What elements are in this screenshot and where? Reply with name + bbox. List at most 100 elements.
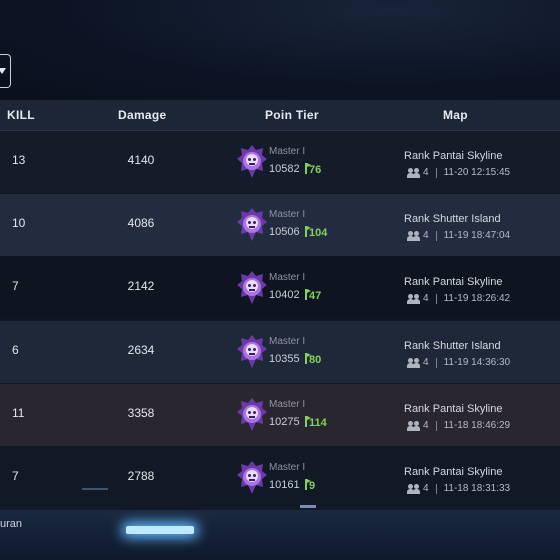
player-count: 4: [423, 483, 429, 494]
tier-points: 10402: [269, 289, 300, 301]
table-row[interactable]: 7 2142 Master I 10402 47 Rank Pantai Skyline 4…: [0, 257, 560, 319]
chevron-down-icon: [0, 68, 6, 74]
kill-count: 6: [12, 343, 19, 357]
kill-count: 7: [12, 469, 19, 483]
flag-icon: [305, 163, 311, 174]
kill-count: 10: [12, 216, 26, 230]
footer-decoration: [300, 505, 316, 508]
map-name: Rank Pantai Skyline: [404, 466, 503, 478]
tier-delta: 9: [305, 479, 315, 492]
damage-value: 4086: [127, 216, 155, 230]
master-tier-icon: [236, 207, 268, 243]
map-meta: 4 11-19 18:26:42: [407, 293, 510, 304]
tier-points: 10161: [269, 479, 300, 491]
kill-count: 7: [12, 279, 19, 293]
map-name: Rank Shutter Island: [404, 340, 501, 352]
table-header: KILL Damage Poin Tier Map: [0, 100, 560, 131]
flag-icon: [305, 479, 311, 490]
footer-decoration: [82, 488, 108, 490]
filter-dropdown[interactable]: [0, 54, 11, 88]
tier-name: Master I: [269, 146, 306, 157]
delta-value: 114: [309, 417, 327, 429]
tier-delta: 104: [305, 226, 327, 239]
player-count: 4: [423, 420, 429, 431]
master-tier-icon: [236, 144, 268, 180]
divider: [435, 357, 437, 368]
delta-value: 47: [309, 290, 322, 302]
tier-points: 10275: [269, 416, 300, 428]
divider: [435, 293, 437, 304]
table-row[interactable]: 7 2788 Master I 10161 9 Rank Pantai Skyline 4 1…: [0, 447, 560, 509]
flag-icon: [305, 416, 311, 427]
tier-delta: 114: [305, 416, 327, 429]
map-name: Rank Pantai Skyline: [404, 276, 503, 288]
master-tier-icon: [236, 397, 268, 433]
tier-delta: 76: [305, 163, 321, 176]
tier-name: Master I: [269, 336, 306, 347]
player-count: 4: [423, 167, 429, 178]
tier-points: 10582: [269, 163, 300, 175]
tier-name: Master I: [269, 462, 306, 473]
flag-icon: [305, 353, 311, 364]
team-icon: [407, 167, 420, 178]
divider: [435, 483, 437, 494]
footer-text: uran: [0, 518, 23, 530]
damage-value: 4140: [127, 153, 155, 167]
tier-delta: 47: [305, 289, 321, 302]
team-icon: [407, 230, 420, 241]
delta-value: 80: [309, 354, 322, 366]
table-row[interactable]: 6 2634 Master I 10355 80 Rank Shutter Island 4…: [0, 321, 560, 383]
match-time: 11-20 12:15:45: [443, 167, 511, 178]
map-meta: 4 11-19 18:47:04: [407, 230, 510, 241]
map-name: Rank Pantai Skyline: [404, 150, 503, 162]
header-damage: Damage: [118, 108, 167, 122]
match-time: 11-18 18:46:29: [443, 420, 511, 431]
match-time: 11-19 14:36:30: [443, 357, 511, 368]
match-time: 11-18 18:31:33: [443, 483, 511, 494]
player-count: 4: [423, 293, 429, 304]
table-row[interactable]: 10 4086 Master I 10506 104 Rank Shutter Islan…: [0, 194, 560, 256]
team-icon: [407, 483, 420, 494]
delta-value: 76: [309, 164, 322, 176]
divider: [435, 230, 437, 241]
tier-delta: 80: [305, 353, 321, 366]
match-time: 11-19 18:26:42: [443, 293, 511, 304]
team-icon: [407, 293, 420, 304]
delta-value: 9: [309, 480, 316, 492]
map-meta: 4 11-18 18:46:29: [407, 420, 510, 431]
damage-value: 2788: [127, 469, 155, 483]
master-tier-icon: [236, 334, 268, 370]
match-time: 11-19 18:47:04: [443, 230, 511, 241]
player-count: 4: [423, 357, 429, 368]
damage-value: 3358: [127, 406, 155, 420]
damage-value: 2142: [127, 279, 155, 293]
divider: [435, 420, 437, 431]
divider: [435, 167, 437, 178]
damage-value: 2634: [127, 343, 155, 357]
map-name: Rank Shutter Island: [404, 213, 501, 225]
tier-points: 10355: [269, 353, 300, 365]
kill-count: 13: [12, 153, 26, 167]
header-kill: KILL: [7, 108, 35, 122]
tier-name: Master I: [269, 272, 306, 283]
flag-icon: [305, 226, 311, 237]
map-meta: 4 11-20 12:15:45: [407, 167, 510, 178]
player-count: 4: [423, 230, 429, 241]
top-bar: [0, 0, 560, 100]
team-icon: [407, 357, 420, 368]
header-map: Map: [443, 108, 468, 122]
map-meta: 4 11-18 18:31:33: [407, 483, 510, 494]
team-icon: [407, 420, 420, 431]
delta-value: 104: [309, 227, 328, 239]
table-row[interactable]: 13 4140 Master I 10582 76 Rank Pantai Skyline…: [0, 131, 560, 193]
map-meta: 4 11-19 14:36:30: [407, 357, 510, 368]
kill-count: 11: [12, 406, 25, 420]
footer-bar: [0, 510, 560, 560]
header-tier: Poin Tier: [265, 108, 319, 122]
master-tier-icon: [236, 460, 268, 496]
tier-name: Master I: [269, 399, 306, 410]
master-tier-icon: [236, 270, 268, 306]
table-row[interactable]: 11 3358 Master I 10275 114 Rank Pantai Skylin…: [0, 384, 560, 446]
map-name: Rank Pantai Skyline: [404, 403, 503, 415]
tier-points: 10506: [269, 226, 300, 238]
